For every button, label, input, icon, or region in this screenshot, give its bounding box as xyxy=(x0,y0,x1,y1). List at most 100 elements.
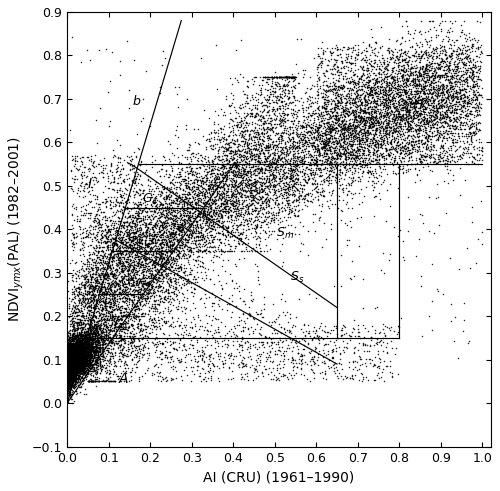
Point xyxy=(433,127,441,135)
Point xyxy=(346,142,354,150)
Point xyxy=(248,93,256,101)
Point xyxy=(445,116,453,124)
Point xyxy=(350,272,358,279)
Point xyxy=(67,356,75,364)
Point xyxy=(68,355,76,363)
Point xyxy=(260,73,268,81)
Point xyxy=(452,124,460,132)
Point xyxy=(131,191,139,198)
Point xyxy=(256,244,264,251)
Point xyxy=(408,116,416,124)
Point xyxy=(78,365,86,373)
Point xyxy=(394,107,402,114)
Point xyxy=(82,339,90,347)
Point xyxy=(284,156,292,164)
Point xyxy=(86,339,94,347)
Point xyxy=(102,377,110,384)
Point xyxy=(65,354,73,362)
Point xyxy=(306,116,314,124)
Point xyxy=(204,221,212,229)
Point xyxy=(230,150,238,158)
Point xyxy=(380,90,388,98)
Point xyxy=(64,361,72,369)
Point xyxy=(402,89,409,97)
Point xyxy=(70,366,78,374)
Point xyxy=(177,283,185,291)
Point xyxy=(66,352,74,360)
Point xyxy=(72,378,80,385)
Point xyxy=(319,93,327,101)
Point xyxy=(70,357,78,365)
Point xyxy=(136,204,144,212)
Point xyxy=(244,354,252,361)
Point xyxy=(426,124,434,132)
Point xyxy=(130,273,138,281)
Point xyxy=(293,143,301,151)
Point xyxy=(86,230,94,238)
Point xyxy=(88,281,96,289)
Point xyxy=(160,193,168,201)
Point xyxy=(245,199,253,207)
Point xyxy=(86,348,94,355)
Point xyxy=(66,346,74,354)
Point xyxy=(74,363,82,371)
Point xyxy=(288,270,296,277)
Point xyxy=(138,334,146,342)
Point xyxy=(415,80,423,87)
Point xyxy=(266,179,274,187)
Point xyxy=(338,324,346,332)
Point xyxy=(63,387,71,395)
Point xyxy=(134,231,142,239)
Point xyxy=(270,148,278,156)
Point xyxy=(104,221,112,229)
Point xyxy=(184,221,192,229)
Point xyxy=(70,359,78,367)
Point xyxy=(156,197,164,205)
Point xyxy=(169,246,177,254)
Point xyxy=(86,356,94,364)
Point xyxy=(82,342,90,350)
Point xyxy=(64,366,72,374)
Point xyxy=(370,145,378,153)
Point xyxy=(379,126,387,134)
Point xyxy=(395,99,403,107)
Point xyxy=(230,236,237,244)
Point xyxy=(390,48,398,55)
Point xyxy=(457,125,465,133)
Point xyxy=(168,314,175,322)
Point xyxy=(64,368,72,376)
Point xyxy=(145,262,153,270)
Point xyxy=(70,354,78,361)
Point xyxy=(340,126,348,134)
Point xyxy=(279,73,287,81)
Point xyxy=(66,364,74,372)
Point xyxy=(232,159,239,167)
Point xyxy=(162,169,170,177)
Point xyxy=(80,349,88,356)
Point xyxy=(442,109,450,116)
Point xyxy=(384,113,392,121)
Point xyxy=(100,265,108,273)
Point xyxy=(164,232,172,240)
Point xyxy=(97,378,105,385)
Point xyxy=(77,328,85,336)
Point xyxy=(79,369,87,377)
Point xyxy=(194,229,202,237)
Point xyxy=(137,243,145,251)
Point xyxy=(94,248,102,256)
Point xyxy=(108,312,116,320)
Point xyxy=(304,329,312,337)
Point xyxy=(290,116,298,124)
Point xyxy=(354,120,362,128)
Point xyxy=(71,157,79,165)
Point xyxy=(68,346,76,354)
Point xyxy=(170,241,177,249)
Point xyxy=(124,241,132,248)
Point xyxy=(88,322,96,330)
Point xyxy=(266,125,274,133)
Point xyxy=(128,268,136,276)
Point xyxy=(129,280,137,288)
Point xyxy=(201,247,209,255)
Point xyxy=(65,357,73,365)
Point xyxy=(324,180,332,188)
